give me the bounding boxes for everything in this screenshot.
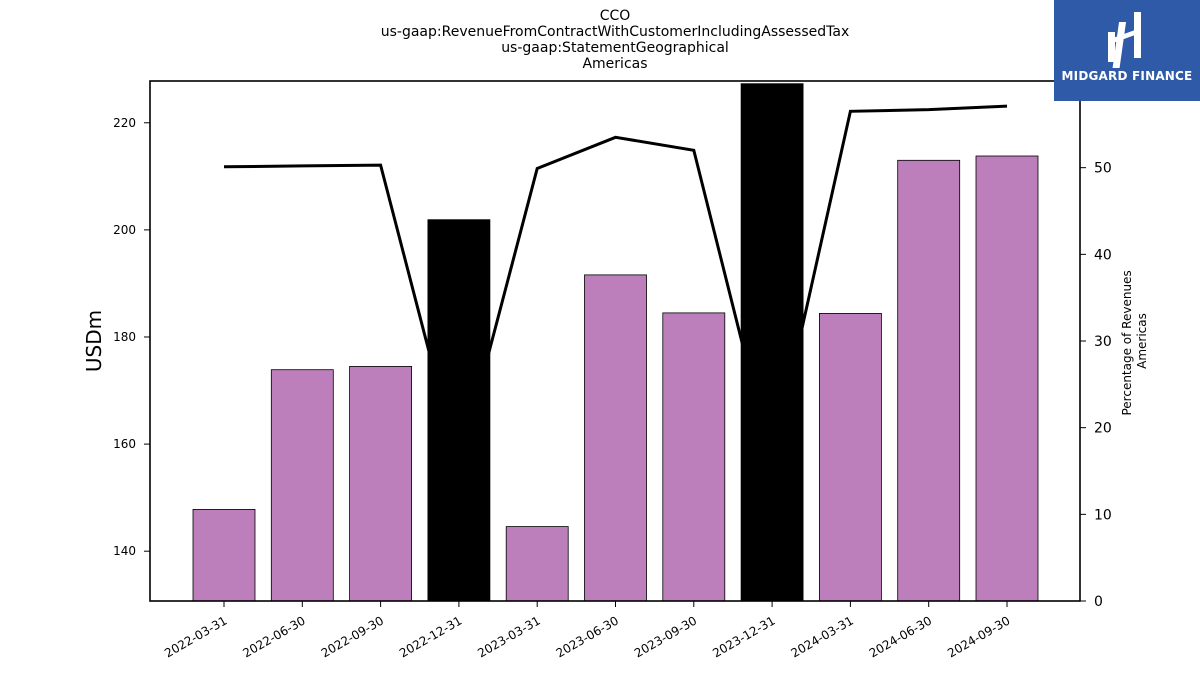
- bar-2023-06-30: [584, 274, 647, 602]
- percentage-line: [223, 104, 1008, 473]
- x-tick-label-2023-12-31: 2023-12-31: [710, 613, 777, 660]
- x-tick-label-2023-06-30: 2023-06-30: [554, 613, 621, 660]
- x-tick-label-2022-06-30: 2022-06-30: [240, 613, 307, 660]
- y2-tick-label-50: 50: [1094, 161, 1112, 177]
- x-tick-label-2022-09-30: 2022-09-30: [319, 613, 386, 660]
- bar-2024-09-30: [975, 155, 1039, 602]
- bar-2023-12-31: [740, 83, 804, 602]
- x-tick-label-2024-03-31: 2024-03-31: [788, 613, 855, 660]
- y2-tick-label-40: 40: [1094, 247, 1112, 263]
- y2-axis-label-line-2: Americas: [1135, 313, 1149, 369]
- y-tick-label-180: 180: [113, 330, 136, 344]
- bar-2022-06-30: [270, 369, 334, 602]
- bar-2023-03-31: [505, 526, 569, 602]
- x-tick-label-2022-12-31: 2022-12-31: [397, 613, 464, 660]
- title-line-3: us-gaap:StatementGeographical: [501, 40, 729, 56]
- x-tick-label-2024-06-30: 2024-06-30: [867, 613, 934, 660]
- bar-2023-09-30: [662, 312, 726, 602]
- logo-text: MIDGARD FINANCE: [1061, 69, 1193, 83]
- title-line-1: CCO: [600, 8, 631, 24]
- y2-tick-label-0: 0: [1094, 594, 1103, 610]
- bar-2024-06-30: [897, 159, 961, 602]
- title-line-4: Americas: [582, 56, 647, 72]
- y2-tick-label-30: 30: [1094, 334, 1112, 350]
- y2-tick-label-20: 20: [1094, 421, 1112, 437]
- title-line-2: us-gaap:RevenueFromContractWithCustomerI…: [381, 24, 850, 40]
- bar-2022-03-31: [192, 508, 256, 602]
- y-axis-left: 140 160 180 200 220: [113, 116, 150, 558]
- y2-axis-label-line-1: Percentage of Revenues: [1120, 270, 1134, 415]
- bar-series: [192, 83, 1039, 602]
- x-axis: 2022-03-31 2022-06-30 2022-09-30 2022-12-31…: [162, 601, 1013, 660]
- y2-axis-label: Percentage of Revenues Americas: [1120, 266, 1149, 415]
- y2-tick-label-10: 10: [1094, 507, 1112, 523]
- midgard-finance-logo: MIDGARD FINANCE: [1054, 0, 1200, 101]
- y-tick-label-140: 140: [113, 544, 136, 558]
- x-tick-label-2024-09-30: 2024-09-30: [945, 613, 1012, 660]
- logo-mark-icon: [1108, 12, 1141, 68]
- y-axis-label: USDm: [82, 310, 106, 372]
- bar-2022-12-31: [427, 219, 491, 602]
- chart-title: CCOus-gaap:RevenueFromContractWithCustom…: [381, 8, 850, 72]
- y-tick-label-200: 200: [113, 223, 136, 237]
- bar-2024-03-31: [819, 312, 882, 602]
- x-tick-label-2022-03-31: 2022-03-31: [162, 613, 229, 660]
- y-tick-label-220: 220: [113, 116, 136, 130]
- y-axis-right: 0 10 20 30 40 50: [1080, 161, 1112, 610]
- x-tick-label-2023-09-30: 2023-09-30: [632, 613, 699, 660]
- y-tick-label-160: 160: [113, 437, 136, 451]
- bar-2022-09-30: [349, 365, 413, 602]
- x-tick-label-2023-03-31: 2023-03-31: [475, 613, 542, 660]
